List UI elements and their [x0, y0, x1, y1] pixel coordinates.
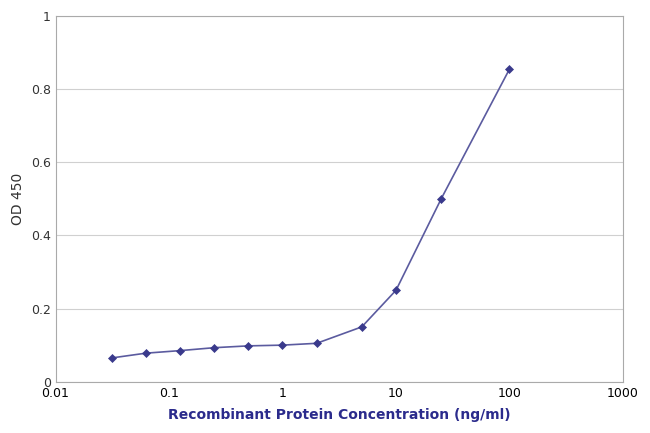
X-axis label: Recombinant Protein Concentration (ng/ml): Recombinant Protein Concentration (ng/ml…: [168, 408, 510, 422]
Y-axis label: OD 450: OD 450: [11, 173, 25, 225]
